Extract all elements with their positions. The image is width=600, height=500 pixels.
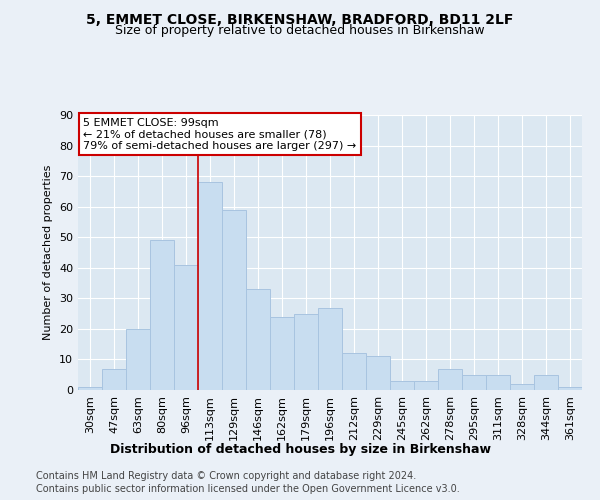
Text: Distribution of detached houses by size in Birkenshaw: Distribution of detached houses by size …	[110, 442, 491, 456]
Bar	[294, 314, 318, 390]
Text: 5 EMMET CLOSE: 99sqm
← 21% of detached houses are smaller (78)
79% of semi-detac: 5 EMMET CLOSE: 99sqm ← 21% of detached h…	[83, 118, 356, 151]
Text: 5, EMMET CLOSE, BIRKENSHAW, BRADFORD, BD11 2LF: 5, EMMET CLOSE, BIRKENSHAW, BRADFORD, BD…	[86, 12, 514, 26]
Bar	[174, 264, 198, 390]
Bar	[246, 289, 270, 390]
Text: Contains public sector information licensed under the Open Government Licence v3: Contains public sector information licen…	[36, 484, 460, 494]
Bar	[198, 182, 222, 390]
Bar	[534, 374, 558, 390]
Bar	[462, 374, 486, 390]
Bar	[318, 308, 342, 390]
Bar	[150, 240, 174, 390]
Bar	[414, 381, 438, 390]
Y-axis label: Number of detached properties: Number of detached properties	[43, 165, 53, 340]
Bar	[222, 210, 246, 390]
Bar	[390, 381, 414, 390]
Bar	[510, 384, 534, 390]
Bar	[366, 356, 390, 390]
Bar	[102, 368, 126, 390]
Text: Size of property relative to detached houses in Birkenshaw: Size of property relative to detached ho…	[115, 24, 485, 37]
Bar	[486, 374, 510, 390]
Bar	[78, 387, 102, 390]
Bar	[342, 354, 366, 390]
Bar	[558, 387, 582, 390]
Bar	[126, 329, 150, 390]
Text: Contains HM Land Registry data © Crown copyright and database right 2024.: Contains HM Land Registry data © Crown c…	[36, 471, 416, 481]
Bar	[438, 368, 462, 390]
Bar	[270, 316, 294, 390]
